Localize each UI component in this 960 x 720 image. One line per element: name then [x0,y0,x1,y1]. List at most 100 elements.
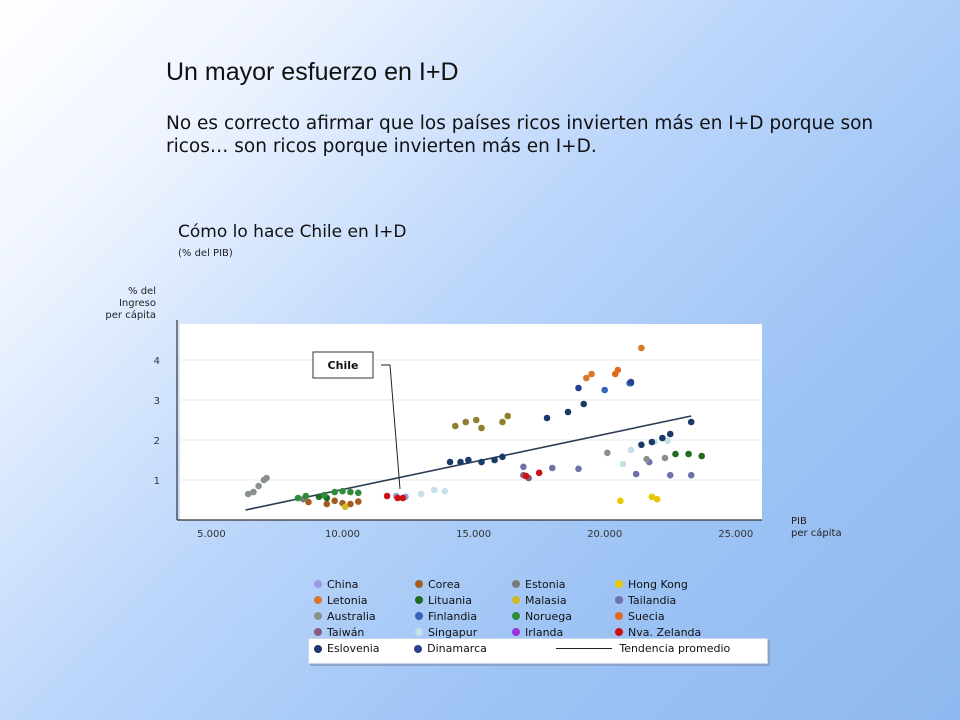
legend-label: Estonia [525,577,566,591]
data-point [520,463,527,471]
data-point [331,488,338,496]
legend-marker-icon [314,612,322,620]
data-point [302,492,310,500]
legend-label: Tailandia [628,593,677,607]
y-tick-label: 4 [154,356,160,367]
data-point [315,493,323,501]
legend-item: Noruega [512,610,615,623]
x-tick-label: 20.000 [587,529,622,540]
x-tick-label: 10.000 [325,529,360,540]
data-point [666,430,674,438]
legend-marker-icon [615,580,623,588]
data-point [399,494,407,502]
data-point [687,418,695,426]
x-tick-label: 25.000 [718,529,753,540]
x-axis-label-line: per cápita [791,528,842,539]
data-point [451,422,459,430]
legend-marker-icon [415,612,423,620]
x-tick-label: 15.000 [456,529,491,540]
data-point [619,460,627,468]
legend-label: Corea [428,577,461,591]
data-point [341,503,349,511]
data-point [417,490,425,498]
data-point [575,384,582,392]
legend-marker-icon [615,628,623,636]
data-point [320,491,328,499]
x-axis-label: PIB per cápita [791,516,842,540]
data-point [564,408,572,416]
data-point [543,414,551,422]
legend-item: Hong Kong [615,578,765,591]
data-point [441,487,449,495]
data-point [331,497,338,505]
legend-row: China Corea Estonia Hong Kong [308,576,768,592]
legend-marker-icon [314,580,322,588]
legend-item: Taiwán [308,626,415,639]
data-point [664,437,671,445]
data-point [462,418,470,426]
legend-item: Nva. Zelanda [615,626,765,639]
data-point [659,434,666,442]
legend-trend-label: Tendencia promedio [619,642,731,655]
legend-label: Finlandia [428,609,478,623]
legend-label: Lituania [428,593,472,607]
legend-item: Suecia [615,610,765,623]
data-point [685,450,692,458]
data-point [465,456,472,464]
data-point [457,458,464,466]
plot-area [180,324,762,520]
legend-marker-icon [314,596,322,604]
data-point [354,489,362,497]
legend-item: China [308,578,415,591]
legend-marker-icon [615,612,623,620]
data-point [446,458,454,466]
data-point [478,424,485,432]
chile-callout-pointer [381,364,401,490]
legend-label: Suecia [628,609,665,623]
chile-callout-box [312,351,374,379]
legend-label: China [327,577,359,591]
legend-item: Tailandia [615,594,765,607]
data-point [617,497,624,505]
data-point [687,471,695,479]
legend-item: Corea [415,578,512,591]
data-point [323,500,331,508]
data-point [347,500,354,508]
data-point [604,449,611,457]
y-axis-label-line: per cápita [105,310,156,321]
data-point [643,455,650,463]
data-point [255,482,262,490]
legend-row: Eslovenia Dinamarca Tendencia promedio [308,640,768,657]
data-point [305,498,312,506]
data-point [354,498,362,505]
legend-marker-icon [314,628,322,636]
legend-box [308,638,768,664]
legend-row: Letonia Lituania Malasia Tailandia [308,592,768,608]
legend-item: Estonia [512,578,615,591]
legend-marker-icon [314,644,322,653]
data-point [601,386,609,394]
chart-title: Cómo lo hace Chile en I+D [178,222,407,242]
legend-label: Irlanda [525,625,564,639]
x-tick-label: 5.000 [197,529,226,540]
chart-unit: (% del PIB) [178,248,233,259]
data-point [535,469,543,477]
data-point [614,366,622,374]
y-axis-label-line: Ingreso [118,298,156,309]
data-point [638,344,645,352]
legend-label: Australia [327,609,376,623]
data-point [698,452,706,460]
data-point [575,465,582,473]
data-point [250,488,257,496]
data-point [499,418,506,426]
legend-item: Eslovenia [308,642,414,655]
legend-marker-icon [512,612,520,620]
legend-marker-icon [512,596,520,604]
legend-marker-icon [512,580,520,588]
y-axis-label: % del Ingreso per cápita [96,286,156,322]
data-point [653,495,661,503]
legend-marker-icon [415,628,423,636]
y-tick-label: 3 [154,396,160,407]
legend-item: Malasia [512,594,615,607]
